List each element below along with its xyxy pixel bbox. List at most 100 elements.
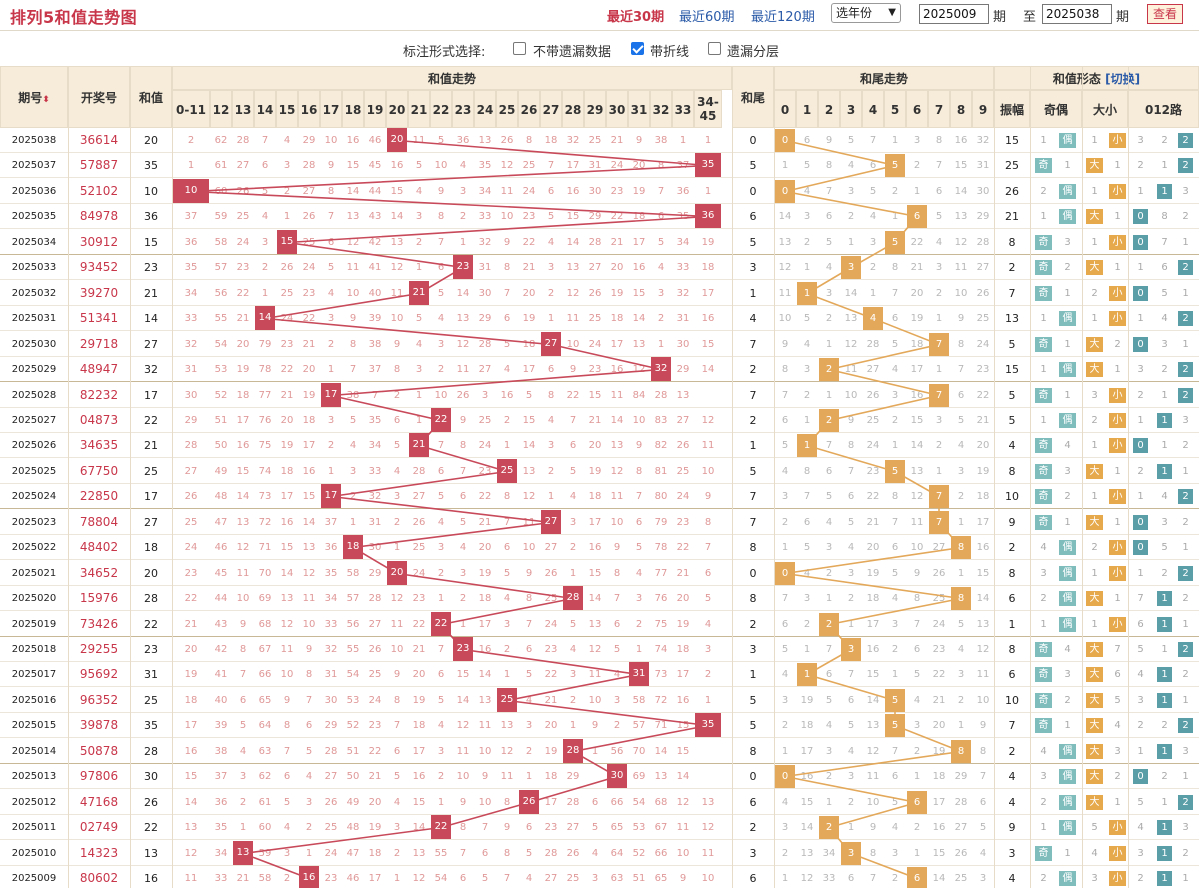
sum-miss-value: 2 (547, 466, 555, 477)
sum-miss-value: 2 (327, 339, 335, 350)
tail-cell: 5 (749, 694, 757, 707)
sum-miss-value: 3 (437, 542, 445, 553)
header-form-label: 和值形态 (1052, 72, 1101, 86)
sum-miss-value: 2 (503, 644, 511, 655)
switch-link[interactable]: [切换] (1105, 72, 1141, 86)
sum-miss-value: 12 (632, 364, 646, 375)
sum-miss-value: 26 (456, 390, 470, 401)
sum-miss-value: 7 (283, 746, 291, 757)
sum-miss-value: 23 (280, 339, 294, 350)
tail-miss-value: 3 (803, 364, 811, 375)
range-30-button[interactable]: 最近30期 (607, 10, 665, 25)
big-small-miss: 4 (1091, 848, 1098, 859)
sum-miss-value: 25 (478, 415, 492, 426)
sum-miss-value: 29 (566, 771, 580, 782)
sum-miss-value: 52 (346, 720, 360, 731)
sum-miss-value: 2 (187, 135, 195, 146)
sum-miss-value: 24 (412, 568, 426, 579)
sum-miss-value: 1 (187, 160, 195, 171)
tail-miss-value: 2 (781, 848, 789, 859)
tail-miss-value: 4 (847, 160, 855, 171)
tail-miss-value: 3 (825, 288, 833, 299)
year-select[interactable]: 选年份 ▼ (831, 3, 901, 23)
sum-miss-value: 57 (214, 262, 228, 273)
tail-miss-value: 6 (803, 517, 811, 528)
option-checkbox-line[interactable] (631, 42, 644, 55)
big-small-miss: 1 (1091, 237, 1098, 248)
tail-miss-value: 1 (935, 466, 943, 477)
sum-miss-value: 5 (283, 797, 291, 808)
sum-miss-value: 2 (569, 542, 577, 553)
sum-miss-value: 63 (610, 873, 624, 884)
range-120-button[interactable]: 最近120期 (751, 10, 815, 25)
sum-miss-value: 11 (701, 848, 715, 859)
tail-miss-value: 1 (891, 211, 899, 222)
sum-miss-value: 11 (236, 568, 250, 579)
sum-miss-value: 6 (481, 848, 489, 859)
sum-miss-value: 27 (368, 619, 382, 630)
sum-miss-value: 18 (632, 211, 646, 222)
tail-miss-value: 1 (957, 568, 965, 579)
sum-miss-value: 14 (412, 822, 426, 833)
range-60-button[interactable]: 最近60期 (679, 10, 735, 25)
road-miss: 4 (1161, 313, 1168, 324)
sum-miss-value: 5 (481, 873, 489, 884)
tail-cell: 0 (749, 134, 757, 147)
tail-miss-value: 7 (847, 466, 855, 477)
sum-miss-value: 7 (239, 669, 247, 680)
to-period-input[interactable]: 2025038 (1042, 4, 1112, 24)
sum-miss-value: 26 (184, 491, 198, 502)
tail-cell: 2 (749, 363, 757, 376)
sum-miss-value: 64 (610, 848, 624, 859)
sum-miss-value: 15 (456, 669, 470, 680)
tail-miss-value: 12 (910, 491, 924, 502)
option-checkbox-no-miss[interactable] (513, 42, 526, 55)
sum-miss-value: 10 (701, 873, 715, 884)
big-small-badge: 大 (1086, 693, 1103, 708)
header-period[interactable]: 期号⬍ (0, 66, 68, 128)
period-cell: 2025033 (11, 262, 57, 273)
sum-miss-value: 15 (346, 160, 360, 171)
sum-miss-value: 25 (588, 313, 602, 324)
tail-miss-value: 11 (954, 262, 968, 273)
tail-hit-box: 0 (775, 765, 795, 788)
option-checkbox-layer[interactable] (708, 42, 721, 55)
road-badge: 2 (1178, 718, 1193, 733)
tail-miss-value: 3 (781, 695, 789, 706)
road-badge: 0 (1133, 337, 1148, 352)
top-bar: 排列5和值走势图 最近30期 最近60期 最近120期 选年份 ▼ 2025009… (0, 0, 1199, 31)
odd-even-miss: 1 (1040, 619, 1047, 630)
sum-miss-value: 2 (393, 517, 401, 528)
tail-miss-value: 1 (781, 873, 789, 884)
tail-miss-value: 14 (976, 593, 990, 604)
sum-miss-value: 14 (588, 593, 602, 604)
tail-miss-value: 11 (976, 669, 990, 680)
tail-miss-value: 3 (891, 390, 899, 401)
sum-miss-value: 34 (214, 848, 228, 859)
odd-even-badge: 偶 (1059, 591, 1076, 606)
sum-miss-value: 4 (393, 466, 401, 477)
sum-miss-value: 7 (459, 466, 467, 477)
tail-miss-value: 15 (976, 568, 990, 579)
sum-miss-value: 11 (566, 313, 580, 324)
sum-miss-value: 16 (676, 695, 690, 706)
road-miss: 1 (1182, 695, 1189, 706)
view-button[interactable]: 查看 (1147, 4, 1183, 24)
tail-miss-value: 7 (869, 873, 877, 884)
from-period-input[interactable]: 2025009 (919, 4, 989, 24)
sum-miss-value: 17 (478, 619, 492, 630)
sum-miss-value: 34 (368, 440, 382, 451)
tail-miss-value: 7 (935, 160, 943, 171)
sum-miss-value: 77 (654, 568, 668, 579)
tail-miss-value: 4 (781, 669, 789, 680)
sum-miss-value: 18 (302, 415, 316, 426)
sum-miss-value: 33 (214, 873, 228, 884)
period-cell: 2025009 (11, 873, 57, 884)
sum-miss-value: 8 (525, 135, 533, 146)
sum-miss-value: 24 (236, 237, 250, 248)
tail-miss-value: 12 (976, 644, 990, 655)
tail-hit-box: 6 (907, 867, 927, 888)
sum-cell: 17 (144, 490, 158, 503)
amplitude-cell: 15 (1005, 363, 1019, 376)
sum-miss-value: 18 (184, 695, 198, 706)
